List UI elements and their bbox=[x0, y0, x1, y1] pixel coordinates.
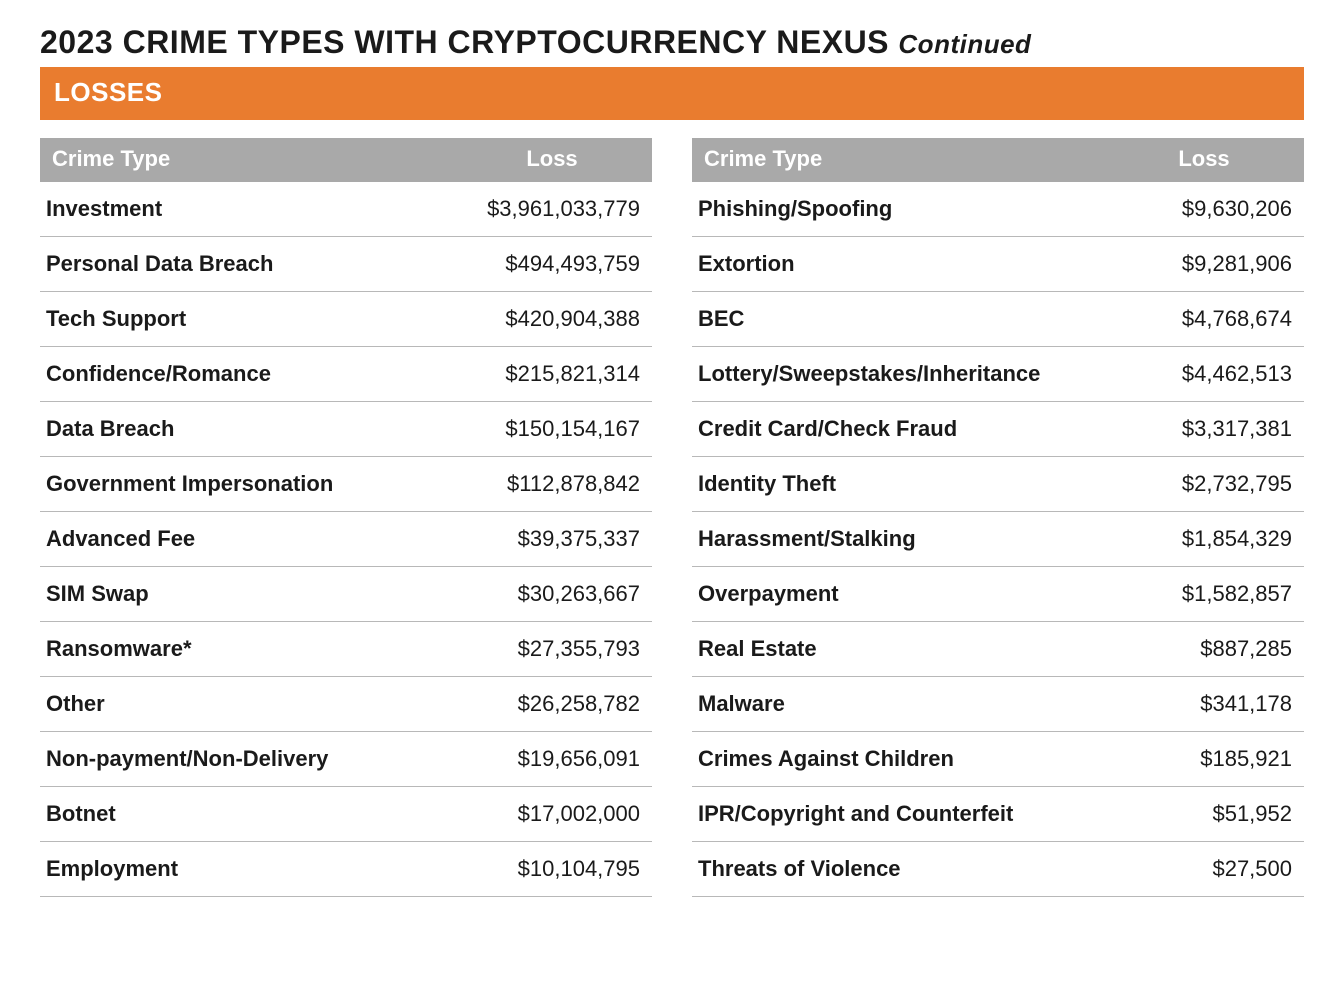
loss-cell: $51,952 bbox=[1104, 787, 1304, 842]
loss-cell: $112,878,842 bbox=[452, 457, 652, 512]
loss-cell: $2,732,795 bbox=[1104, 457, 1304, 512]
crime-type-cell: IPR/Copyright and Counterfeit bbox=[692, 787, 1104, 842]
loss-cell: $887,285 bbox=[1104, 622, 1304, 677]
table-row: Other$26,258,782 bbox=[40, 677, 652, 732]
loss-cell: $1,582,857 bbox=[1104, 567, 1304, 622]
loss-cell: $39,375,337 bbox=[452, 512, 652, 567]
table-header-row: Crime Type Loss bbox=[692, 138, 1304, 182]
page-title: 2023 CRIME TYPES WITH CRYPTOCURRENCY NEX… bbox=[40, 24, 1304, 61]
table-row: Confidence/Romance$215,821,314 bbox=[40, 347, 652, 402]
crime-type-cell: Investment bbox=[40, 182, 452, 237]
crime-type-cell: SIM Swap bbox=[40, 567, 452, 622]
loss-cell: $4,768,674 bbox=[1104, 292, 1304, 347]
loss-cell: $9,281,906 bbox=[1104, 237, 1304, 292]
losses-column-right: Crime Type Loss Phishing/Spoofing$9,630,… bbox=[692, 138, 1304, 897]
table-row: Botnet$17,002,000 bbox=[40, 787, 652, 842]
col-header-crime-type: Crime Type bbox=[692, 138, 1104, 182]
page-title-main: 2023 CRIME TYPES WITH CRYPTOCURRENCY NEX… bbox=[40, 24, 889, 60]
crime-type-cell: Government Impersonation bbox=[40, 457, 452, 512]
crime-type-cell: Identity Theft bbox=[692, 457, 1104, 512]
crime-type-cell: Overpayment bbox=[692, 567, 1104, 622]
table-row: Threats of Violence$27,500 bbox=[692, 842, 1304, 897]
loss-cell: $420,904,388 bbox=[452, 292, 652, 347]
table-row: Government Impersonation$112,878,842 bbox=[40, 457, 652, 512]
table-row: Extortion$9,281,906 bbox=[692, 237, 1304, 292]
losses-column-left: Crime Type Loss Investment$3,961,033,779… bbox=[40, 138, 652, 897]
loss-cell: $26,258,782 bbox=[452, 677, 652, 732]
table-header-row: Crime Type Loss bbox=[40, 138, 652, 182]
crime-type-cell: Employment bbox=[40, 842, 452, 897]
loss-cell: $9,630,206 bbox=[1104, 182, 1304, 237]
table-row: SIM Swap$30,263,667 bbox=[40, 567, 652, 622]
losses-table-left: Crime Type Loss Investment$3,961,033,779… bbox=[40, 138, 652, 897]
table-row: Credit Card/Check Fraud$3,317,381 bbox=[692, 402, 1304, 457]
col-header-crime-type: Crime Type bbox=[40, 138, 452, 182]
loss-cell: $341,178 bbox=[1104, 677, 1304, 732]
losses-two-column-layout: Crime Type Loss Investment$3,961,033,779… bbox=[40, 138, 1304, 897]
table-row: Overpayment$1,582,857 bbox=[692, 567, 1304, 622]
table-row: BEC$4,768,674 bbox=[692, 292, 1304, 347]
crime-type-cell: Malware bbox=[692, 677, 1104, 732]
table-row: Identity Theft$2,732,795 bbox=[692, 457, 1304, 512]
crime-type-cell: Credit Card/Check Fraud bbox=[692, 402, 1104, 457]
table-row: IPR/Copyright and Counterfeit$51,952 bbox=[692, 787, 1304, 842]
crime-type-cell: Botnet bbox=[40, 787, 452, 842]
crime-type-cell: Other bbox=[40, 677, 452, 732]
loss-cell: $494,493,759 bbox=[452, 237, 652, 292]
loss-cell: $4,462,513 bbox=[1104, 347, 1304, 402]
table-row: Crimes Against Children$185,921 bbox=[692, 732, 1304, 787]
crime-type-cell: Data Breach bbox=[40, 402, 452, 457]
loss-cell: $1,854,329 bbox=[1104, 512, 1304, 567]
table-row: Investment$3,961,033,779 bbox=[40, 182, 652, 237]
loss-cell: $185,921 bbox=[1104, 732, 1304, 787]
crime-type-cell: Non-payment/Non-Delivery bbox=[40, 732, 452, 787]
page-title-continued: Continued bbox=[898, 29, 1031, 59]
table-row: Malware$341,178 bbox=[692, 677, 1304, 732]
crime-type-cell: Phishing/Spoofing bbox=[692, 182, 1104, 237]
table-row: Data Breach$150,154,167 bbox=[40, 402, 652, 457]
table-row: Non-payment/Non-Delivery$19,656,091 bbox=[40, 732, 652, 787]
crime-type-cell: Threats of Violence bbox=[692, 842, 1104, 897]
loss-cell: $19,656,091 bbox=[452, 732, 652, 787]
col-header-loss: Loss bbox=[1104, 138, 1304, 182]
crime-type-cell: BEC bbox=[692, 292, 1104, 347]
crime-type-cell: Advanced Fee bbox=[40, 512, 452, 567]
crime-type-cell: Ransomware* bbox=[40, 622, 452, 677]
crime-type-cell: Tech Support bbox=[40, 292, 452, 347]
losses-table-right: Crime Type Loss Phishing/Spoofing$9,630,… bbox=[692, 138, 1304, 897]
crime-type-cell: Real Estate bbox=[692, 622, 1104, 677]
loss-cell: $3,961,033,779 bbox=[452, 182, 652, 237]
loss-cell: $17,002,000 bbox=[452, 787, 652, 842]
crime-type-cell: Personal Data Breach bbox=[40, 237, 452, 292]
table-row: Employment$10,104,795 bbox=[40, 842, 652, 897]
loss-cell: $150,154,167 bbox=[452, 402, 652, 457]
loss-cell: $27,500 bbox=[1104, 842, 1304, 897]
col-header-loss: Loss bbox=[452, 138, 652, 182]
crime-type-cell: Confidence/Romance bbox=[40, 347, 452, 402]
crime-type-cell: Extortion bbox=[692, 237, 1104, 292]
table-row: Tech Support$420,904,388 bbox=[40, 292, 652, 347]
loss-cell: $215,821,314 bbox=[452, 347, 652, 402]
table-row: Advanced Fee$39,375,337 bbox=[40, 512, 652, 567]
table-row: Phishing/Spoofing$9,630,206 bbox=[692, 182, 1304, 237]
table-row: Personal Data Breach$494,493,759 bbox=[40, 237, 652, 292]
crime-type-cell: Harassment/Stalking bbox=[692, 512, 1104, 567]
table-row: Ransomware*$27,355,793 bbox=[40, 622, 652, 677]
section-banner-losses: LOSSES bbox=[40, 67, 1304, 120]
loss-cell: $27,355,793 bbox=[452, 622, 652, 677]
crime-type-cell: Lottery/Sweepstakes/Inheritance bbox=[692, 347, 1104, 402]
table-row: Real Estate$887,285 bbox=[692, 622, 1304, 677]
table-row: Lottery/Sweepstakes/Inheritance$4,462,51… bbox=[692, 347, 1304, 402]
crime-type-cell: Crimes Against Children bbox=[692, 732, 1104, 787]
loss-cell: $10,104,795 bbox=[452, 842, 652, 897]
table-row: Harassment/Stalking$1,854,329 bbox=[692, 512, 1304, 567]
loss-cell: $30,263,667 bbox=[452, 567, 652, 622]
loss-cell: $3,317,381 bbox=[1104, 402, 1304, 457]
